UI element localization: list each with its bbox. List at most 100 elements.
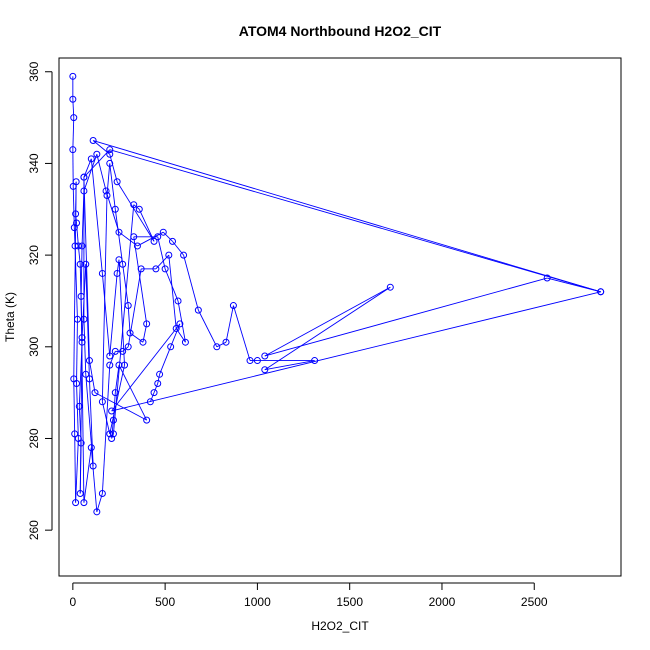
data-point	[246, 357, 254, 365]
data-point	[106, 150, 114, 158]
data-point	[386, 283, 394, 291]
data-point	[152, 265, 160, 273]
data-point	[111, 347, 119, 355]
data-point	[181, 338, 189, 346]
data-point	[229, 302, 237, 310]
data-point	[108, 434, 116, 442]
series-segment	[122, 264, 129, 306]
data-point	[137, 265, 145, 273]
data-point	[78, 242, 86, 250]
series-segment	[74, 433, 77, 503]
data-point	[82, 370, 90, 378]
series-segment	[127, 268, 142, 347]
plot-frame	[58, 57, 622, 577]
data-point	[154, 379, 162, 387]
data-point	[111, 205, 119, 213]
data-point	[261, 366, 269, 374]
data-point	[106, 146, 114, 154]
data-point	[124, 343, 132, 351]
data-point	[76, 489, 84, 497]
series-segment	[122, 346, 129, 352]
data-point	[80, 499, 88, 507]
series-segment	[109, 365, 125, 434]
data-point	[113, 269, 121, 277]
series-segment	[96, 154, 107, 192]
series-segment	[109, 154, 118, 182]
data-point	[109, 416, 117, 424]
data-point	[80, 173, 88, 181]
series-segment	[109, 351, 116, 366]
data-point	[154, 233, 162, 241]
data-point	[115, 361, 123, 369]
series-segment	[157, 374, 161, 384]
data-point	[77, 439, 85, 447]
data-point	[113, 178, 121, 186]
series-segment	[94, 392, 147, 421]
series-segment	[72, 117, 75, 150]
series-segment	[168, 255, 177, 329]
data-point	[124, 302, 132, 310]
data-point	[169, 237, 177, 245]
data-point	[89, 137, 97, 145]
x-tick-label: 1500	[336, 595, 363, 609]
series-segment	[118, 364, 148, 421]
y-axis-label: Theta (K)	[3, 292, 17, 342]
data-point	[106, 361, 114, 369]
data-point	[143, 416, 151, 424]
series-segment	[93, 140, 601, 293]
y-axis: 260 280 300 320 340 360	[27, 61, 53, 540]
data-point	[75, 402, 83, 410]
data-point	[597, 288, 605, 296]
series-segment	[90, 158, 103, 274]
series-segment	[83, 319, 87, 375]
data-point	[543, 274, 551, 282]
series-segment	[112, 392, 116, 421]
data-point	[93, 150, 101, 158]
data-point	[150, 389, 158, 397]
series-segment	[162, 231, 173, 242]
data-point	[80, 315, 88, 323]
series-segment	[106, 163, 111, 196]
data-point	[71, 430, 79, 438]
x-tick-label: 0	[69, 595, 76, 609]
series-segment	[76, 383, 79, 439]
series-segment	[127, 305, 131, 334]
x-tick-label: 1000	[244, 595, 271, 609]
series-segment	[101, 401, 111, 434]
series-segment	[114, 209, 124, 265]
series-segment	[109, 163, 116, 210]
data-point	[222, 338, 230, 346]
y-tick-label: 300	[27, 336, 41, 356]
data-point	[71, 242, 79, 250]
series-segment	[75, 438, 79, 503]
data-point	[172, 324, 180, 332]
data-point	[139, 338, 147, 346]
series-segment	[83, 154, 98, 192]
data-point	[69, 72, 77, 80]
data-point	[111, 389, 119, 397]
series-segment	[133, 236, 148, 324]
series-segment	[76, 319, 78, 384]
series-segment	[159, 346, 172, 375]
data-point	[161, 265, 169, 273]
data-point	[85, 375, 93, 383]
data-point	[109, 430, 117, 438]
y-tick-label: 340	[27, 153, 41, 173]
data-point	[213, 343, 221, 351]
x-axis-label: H2O2_CIT	[311, 619, 369, 633]
data-point	[103, 192, 111, 200]
data-point	[80, 187, 88, 195]
data-point	[143, 320, 151, 328]
series-segment	[75, 213, 77, 224]
data-point	[73, 219, 81, 227]
data-point	[87, 155, 95, 163]
series-segment	[157, 236, 166, 269]
data-point	[180, 251, 188, 259]
data-point	[91, 389, 99, 397]
data-point	[106, 430, 114, 438]
data-point	[98, 398, 106, 406]
series-segment	[264, 360, 315, 371]
data-point	[130, 233, 138, 241]
series-segment	[149, 392, 155, 402]
series-segment	[264, 277, 548, 357]
